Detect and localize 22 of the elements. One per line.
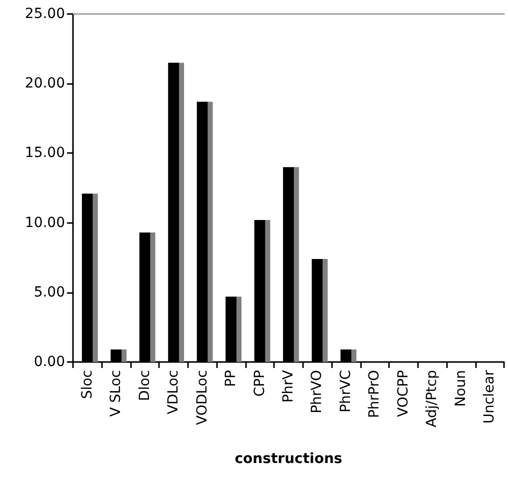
x-tick-label: Adj/Ptcp xyxy=(424,370,440,428)
x-tick-label: PhrVC xyxy=(338,370,354,412)
x-tick-label: VDLoc xyxy=(166,370,182,414)
x-tick-label: PhrPrO xyxy=(366,370,383,418)
y-tick-label: 0.00 xyxy=(34,354,65,370)
x-tick-label: V SLoc xyxy=(108,370,124,417)
x-axis-title: constructions xyxy=(234,451,342,467)
x-tick-label: PhrV xyxy=(280,370,296,403)
y-tick-label: 20.00 xyxy=(24,76,65,92)
x-tick-label: Sloc xyxy=(79,370,96,400)
x-tick-label: Dloc xyxy=(136,370,153,401)
x-tick-label: PhrVO xyxy=(309,370,326,414)
x-tick-label: VODLoc xyxy=(194,370,210,425)
x-tick-label: Unclear xyxy=(482,370,498,424)
y-tick-label: 10.00 xyxy=(24,214,65,231)
y-tick-label: 25.00 xyxy=(24,6,65,22)
x-tick-label: VOCPP xyxy=(395,370,412,418)
y-tick-label: 5.00 xyxy=(34,284,65,300)
y-tick-label: 15.00 xyxy=(24,145,65,162)
x-tick-label: Noun xyxy=(452,370,469,407)
x-tick-label: CPP xyxy=(252,370,268,397)
x-tick-label: PP xyxy=(223,370,240,387)
